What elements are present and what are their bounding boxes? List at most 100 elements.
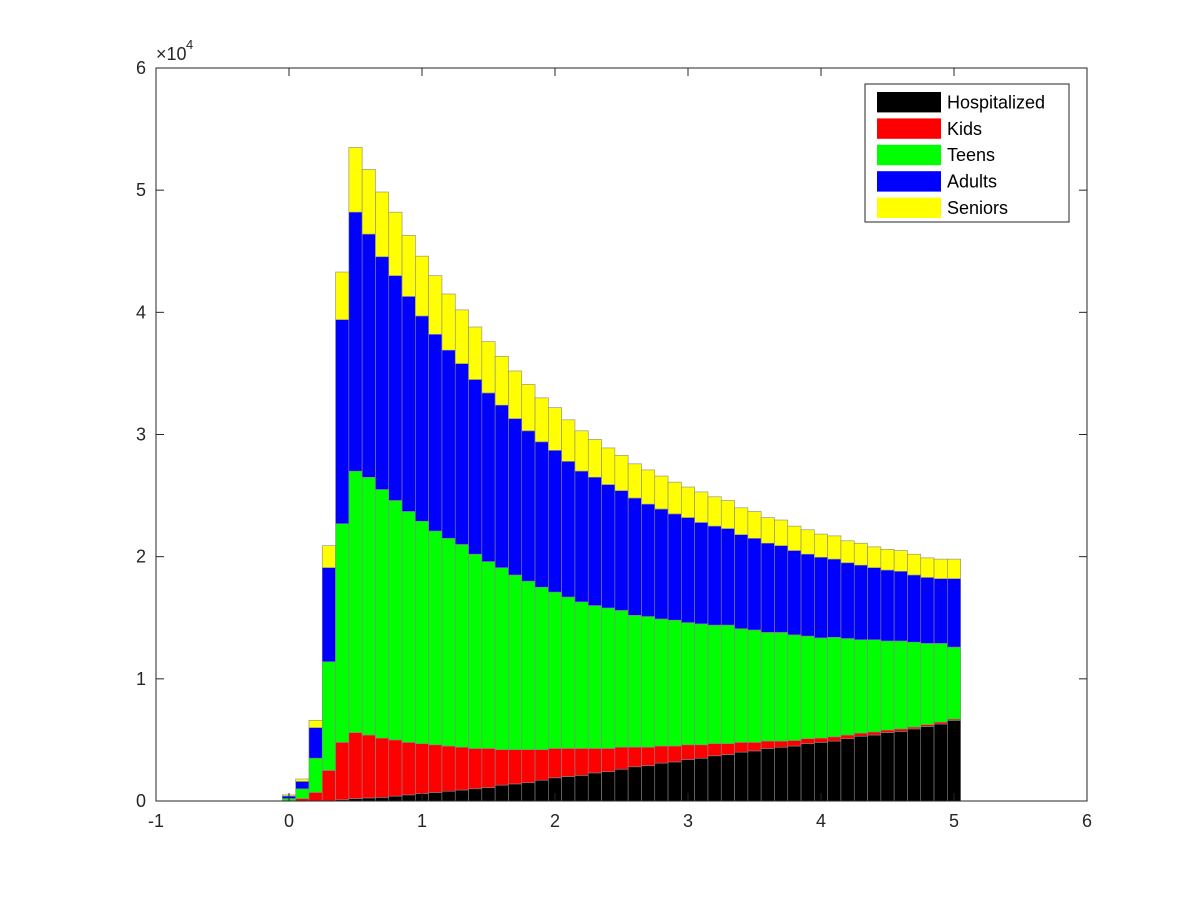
bar-hospitalized-34 [734, 751, 749, 802]
bar-seniors-46 [893, 550, 908, 572]
bar-hospitalized-8 [388, 795, 403, 802]
bar-adults-47 [907, 574, 922, 643]
bar-adults-41 [827, 558, 842, 638]
bar-teens-46 [893, 640, 908, 730]
bar-kids-28 [654, 745, 669, 764]
bar-hospitalized-42 [840, 738, 855, 802]
bar-kids-32 [707, 743, 722, 757]
bar-hospitalized-26 [627, 766, 642, 802]
bar-hospitalized-7 [375, 797, 390, 802]
bar-adults-31 [694, 522, 709, 625]
bar-seniors-29 [667, 481, 682, 515]
bar-teens-45 [880, 640, 895, 731]
bar-hospitalized-25 [614, 768, 629, 802]
bar-hospitalized-19 [534, 779, 549, 802]
bar-hospitalized-46 [893, 731, 908, 802]
x-tick-label: -1 [148, 811, 164, 831]
bar-adults-23 [587, 476, 602, 606]
bar-adults-24 [601, 484, 616, 609]
bar-adults-18 [521, 430, 536, 582]
bar-kids-44 [867, 731, 882, 736]
bar-hospitalized-9 [401, 794, 416, 802]
legend-swatch-kids [877, 118, 941, 139]
bar-hospitalized-12 [441, 790, 456, 802]
bar-hospitalized-11 [428, 792, 443, 802]
bar-seniors-40 [814, 533, 828, 558]
bar-kids-25 [614, 746, 629, 770]
bar-teens-14 [468, 553, 483, 749]
bar-hospitalized-39 [800, 743, 815, 802]
bar-adults-20 [548, 450, 562, 593]
bar-hospitalized-15 [481, 787, 496, 802]
bar-teens-9 [401, 511, 416, 743]
bar-adults-43 [853, 564, 868, 641]
bar-teens-12 [441, 538, 456, 747]
bar-teens-47 [907, 641, 922, 728]
bar-seniors-47 [907, 553, 922, 576]
bar-seniors-6 [361, 169, 376, 235]
bar-seniors-42 [840, 540, 855, 564]
bar-adults-15 [481, 392, 496, 562]
bar-adults-22 [574, 470, 589, 603]
bar-teens-31 [694, 623, 709, 746]
bar-kids-18 [521, 749, 536, 783]
bar-hospitalized-31 [694, 757, 709, 802]
y-tick-label: 3 [136, 425, 146, 445]
y-exponent-power: 4 [186, 37, 193, 52]
bar-adults-42 [840, 562, 855, 639]
bar-adults-35 [747, 538, 762, 631]
bar-seniors-44 [867, 546, 882, 568]
y-tick-label: 5 [136, 180, 146, 200]
bar-teens-35 [747, 629, 762, 743]
y-tick-label: 6 [136, 58, 146, 78]
bar-hospitalized-43 [853, 735, 868, 802]
bar-seniors-7 [375, 191, 390, 258]
legend-label-hospitalized: Hospitalized [947, 92, 1045, 112]
bar-kids-41 [827, 736, 842, 742]
bar-hospitalized-45 [880, 732, 895, 802]
bar-seniors-4 [335, 271, 350, 320]
bar-adults-14 [468, 379, 483, 555]
bar-adults-37 [774, 545, 789, 633]
bar-kids-23 [587, 748, 602, 774]
bar-adults-30 [681, 517, 695, 623]
y-tick-label: 0 [136, 791, 146, 811]
bar-hospitalized-18 [521, 782, 536, 802]
bar-kids-14 [468, 748, 483, 790]
bar-adults-17 [508, 418, 523, 576]
bar-kids-19 [534, 749, 549, 781]
bar-hospitalized-28 [654, 762, 669, 802]
bar-teens-22 [574, 601, 589, 749]
bar-seniors-39 [800, 529, 815, 555]
bar-hospitalized-38 [787, 745, 802, 802]
bar-adults-33 [720, 528, 735, 626]
bar-teens-42 [840, 638, 855, 736]
bar-hospitalized-33 [720, 754, 735, 802]
x-tick-label: 3 [683, 811, 693, 831]
bar-hospitalized-36 [760, 748, 775, 802]
bar-hospitalized-17 [508, 783, 523, 802]
bar-teens-41 [827, 636, 842, 738]
bar-seniors-12 [441, 293, 456, 351]
bar-seniors-22 [574, 430, 589, 472]
bar-adults-4 [335, 319, 350, 524]
bar-teens-50 [947, 646, 961, 720]
legend-swatch-hospitalized [877, 92, 941, 113]
bar-kids-31 [694, 744, 709, 759]
bar-kids-37 [774, 740, 789, 748]
bar-adults-32 [707, 525, 722, 626]
bar-teens-44 [867, 639, 882, 733]
bar-seniors-18 [521, 384, 536, 432]
bar-hospitalized-23 [587, 772, 602, 802]
bar-kids-43 [853, 732, 868, 737]
bar-hospitalized-50 [947, 720, 961, 802]
bar-hospitalized-37 [774, 746, 789, 802]
bar-seniors-24 [601, 447, 616, 485]
bar-seniors-28 [654, 475, 669, 510]
bar-teens-21 [561, 596, 576, 749]
bar-teens-15 [481, 561, 496, 749]
bar-teens-48 [920, 643, 935, 725]
bar-hospitalized-16 [494, 784, 509, 802]
